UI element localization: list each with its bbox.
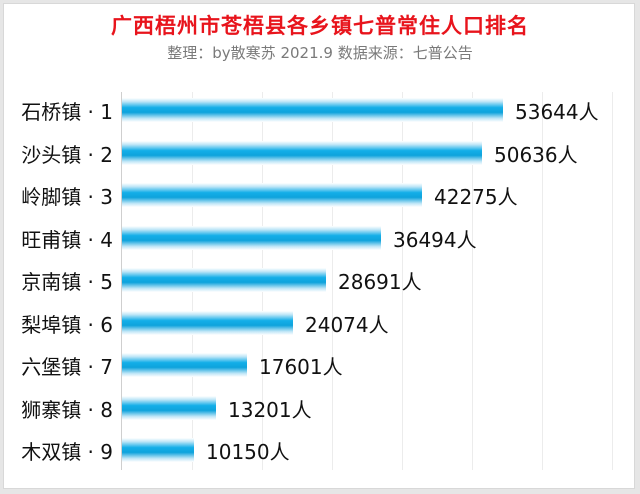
bar xyxy=(122,268,326,292)
value-label: 17601人 xyxy=(259,355,343,379)
category-label: 旺甫镇 · 4 xyxy=(21,228,113,252)
category-label: 石桥镇 · 1 xyxy=(21,100,113,124)
value-label: 24074人 xyxy=(305,313,389,337)
gridline xyxy=(402,92,403,470)
bar-row: 木双镇 · 9 10150人 xyxy=(0,429,640,471)
bar xyxy=(122,98,503,122)
gridline xyxy=(332,92,333,470)
chart-subtitle: 整理：by散寒苏 2021.9 数据来源：七普公告 xyxy=(167,44,473,62)
gridline xyxy=(612,92,613,470)
bar-row: 旺甫镇 · 4 36494人 xyxy=(0,217,640,259)
value-label: 53644人 xyxy=(515,100,599,124)
category-label: 梨埠镇 · 6 xyxy=(21,313,113,337)
bar xyxy=(122,141,482,165)
category-label: 狮寨镇 · 8 xyxy=(21,398,113,422)
bar-row: 六堡镇 · 7 17601人 xyxy=(0,344,640,386)
category-label: 木双镇 · 9 xyxy=(21,440,113,464)
value-label: 36494人 xyxy=(393,228,477,252)
value-label: 10150人 xyxy=(206,440,290,464)
bar xyxy=(122,396,216,420)
bar xyxy=(122,438,194,462)
gridline xyxy=(542,92,543,470)
bar xyxy=(122,353,247,377)
chart-title: 广西梧州市苍梧县各乡镇七普常住人口排名 xyxy=(111,14,529,38)
category-label: 京南镇 · 5 xyxy=(21,270,113,294)
value-label: 50636人 xyxy=(494,143,578,167)
value-label: 28691人 xyxy=(338,270,422,294)
category-label: 沙头镇 · 2 xyxy=(21,143,113,167)
bar-row: 沙头镇 · 2 50636人 xyxy=(0,132,640,174)
value-label: 42275人 xyxy=(434,185,518,209)
category-label: 六堡镇 · 7 xyxy=(21,355,113,379)
bar xyxy=(122,311,293,335)
bar-row: 梨埠镇 · 6 24074人 xyxy=(0,302,640,344)
bar xyxy=(122,183,422,207)
bar-row: 京南镇 · 5 28691人 xyxy=(0,259,640,301)
value-label: 13201人 xyxy=(228,398,312,422)
bar xyxy=(122,226,381,250)
gridline xyxy=(472,92,473,470)
bar-row: 石桥镇 · 1 53644人 xyxy=(0,89,640,131)
category-label: 岭脚镇 · 3 xyxy=(21,185,113,209)
y-axis-line xyxy=(121,92,122,470)
bar-row: 岭脚镇 · 3 42275人 xyxy=(0,174,640,216)
bar-row: 狮寨镇 · 8 13201人 xyxy=(0,387,640,429)
